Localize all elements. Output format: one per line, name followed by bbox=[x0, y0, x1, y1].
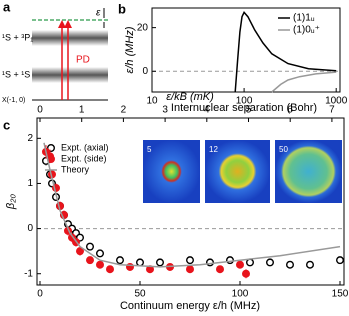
x2-axis-label: ε/kB (mK) bbox=[166, 91, 214, 103]
data-point bbox=[85, 242, 94, 251]
x-axis-label: Continuum energy ε/h (MHz) bbox=[120, 300, 260, 312]
data-point bbox=[75, 247, 84, 256]
series-line bbox=[234, 11, 337, 93]
legend-label: Theory bbox=[61, 164, 90, 174]
y-tick-label: -1 bbox=[24, 268, 33, 279]
data-point bbox=[185, 256, 194, 265]
data-point bbox=[115, 256, 124, 265]
x-axis-label: Internuclear separation (Bohr) bbox=[171, 102, 317, 114]
y-tick-label: 0 bbox=[27, 223, 33, 234]
level-label: ¹S + ¹S bbox=[2, 69, 30, 79]
x-tick-label: 100 bbox=[232, 289, 249, 300]
legend-label: (1)1ᵤ bbox=[293, 13, 315, 24]
data-point bbox=[105, 265, 114, 274]
inset-label: 12 bbox=[209, 145, 218, 154]
inset-image bbox=[143, 140, 200, 203]
level-label: X(-1, 0) bbox=[2, 97, 25, 104]
x2-tick-label: 5 bbox=[246, 105, 252, 116]
x2-tick-label: 7 bbox=[329, 105, 335, 116]
data-point bbox=[95, 249, 104, 258]
plot-frame bbox=[36, 117, 345, 286]
data-point bbox=[245, 258, 254, 267]
legend-swatch bbox=[47, 143, 56, 152]
energy-diagram: a ε PD ¹S + ³P₁ ¹S + ¹S X(-1, 0) bbox=[2, 0, 108, 104]
x2-tick-label: 2 bbox=[121, 105, 127, 116]
panel-label: a bbox=[3, 0, 11, 14]
pd-label: PD bbox=[76, 55, 90, 66]
data-point bbox=[336, 256, 345, 265]
epsilon-label: ε bbox=[96, 8, 101, 19]
inset-label: 5 bbox=[147, 145, 152, 154]
x2-tick-label: 1 bbox=[79, 105, 85, 116]
inset-image bbox=[275, 140, 342, 203]
data-point bbox=[286, 260, 295, 269]
y-tick-label: 2 bbox=[27, 133, 33, 144]
inset-image bbox=[205, 140, 270, 203]
x-tick-label: 0 bbox=[37, 289, 43, 300]
series-line bbox=[43, 142, 341, 268]
panel-label: b bbox=[118, 1, 126, 16]
data-point bbox=[155, 258, 164, 267]
data-point bbox=[185, 265, 194, 274]
panel-label: c bbox=[3, 117, 10, 132]
y-tick-label: 0 bbox=[142, 66, 148, 77]
data-point bbox=[306, 260, 315, 269]
series-line bbox=[271, 71, 337, 93]
y-tick-label: 20 bbox=[137, 22, 149, 33]
data-point bbox=[241, 269, 250, 278]
level-band bbox=[32, 67, 108, 83]
pd-arrowhead bbox=[58, 20, 72, 28]
plot-frame bbox=[151, 7, 341, 93]
x-tick-label: 50 bbox=[134, 289, 146, 300]
data-point bbox=[85, 256, 94, 265]
data-point bbox=[215, 265, 224, 274]
y-axis-label: ε/h (MHz) bbox=[124, 26, 136, 73]
legend-label: Expt. (side) bbox=[61, 153, 107, 163]
data-point bbox=[205, 258, 214, 267]
data-point bbox=[225, 256, 234, 265]
x2-tick-label: 0 bbox=[37, 105, 43, 116]
x-tick-label: 150 bbox=[332, 289, 349, 300]
x2-tick-label: 3 bbox=[162, 105, 168, 116]
x2-tick-label: 6 bbox=[287, 105, 293, 116]
x2-tick-label: 4 bbox=[204, 105, 210, 116]
x-tick-label: 1000 bbox=[325, 96, 348, 107]
data-point bbox=[95, 260, 104, 269]
legend-label: Expt. (axial) bbox=[61, 142, 109, 152]
data-point bbox=[235, 260, 244, 269]
level-label: ¹S + ³P₁ bbox=[2, 32, 33, 42]
data-point bbox=[266, 258, 275, 267]
y-axis-label: β₂₀ bbox=[5, 194, 17, 210]
insets bbox=[143, 140, 342, 203]
y-tick-label: 1 bbox=[27, 178, 33, 189]
legend-label: (1)0ᵤ⁺ bbox=[293, 25, 320, 36]
x-tick-label: 100 bbox=[236, 96, 253, 107]
data-point bbox=[135, 258, 144, 267]
level-band bbox=[32, 30, 108, 46]
inset-label: 50 bbox=[279, 145, 288, 154]
x-tick-label: 10 bbox=[146, 96, 158, 107]
